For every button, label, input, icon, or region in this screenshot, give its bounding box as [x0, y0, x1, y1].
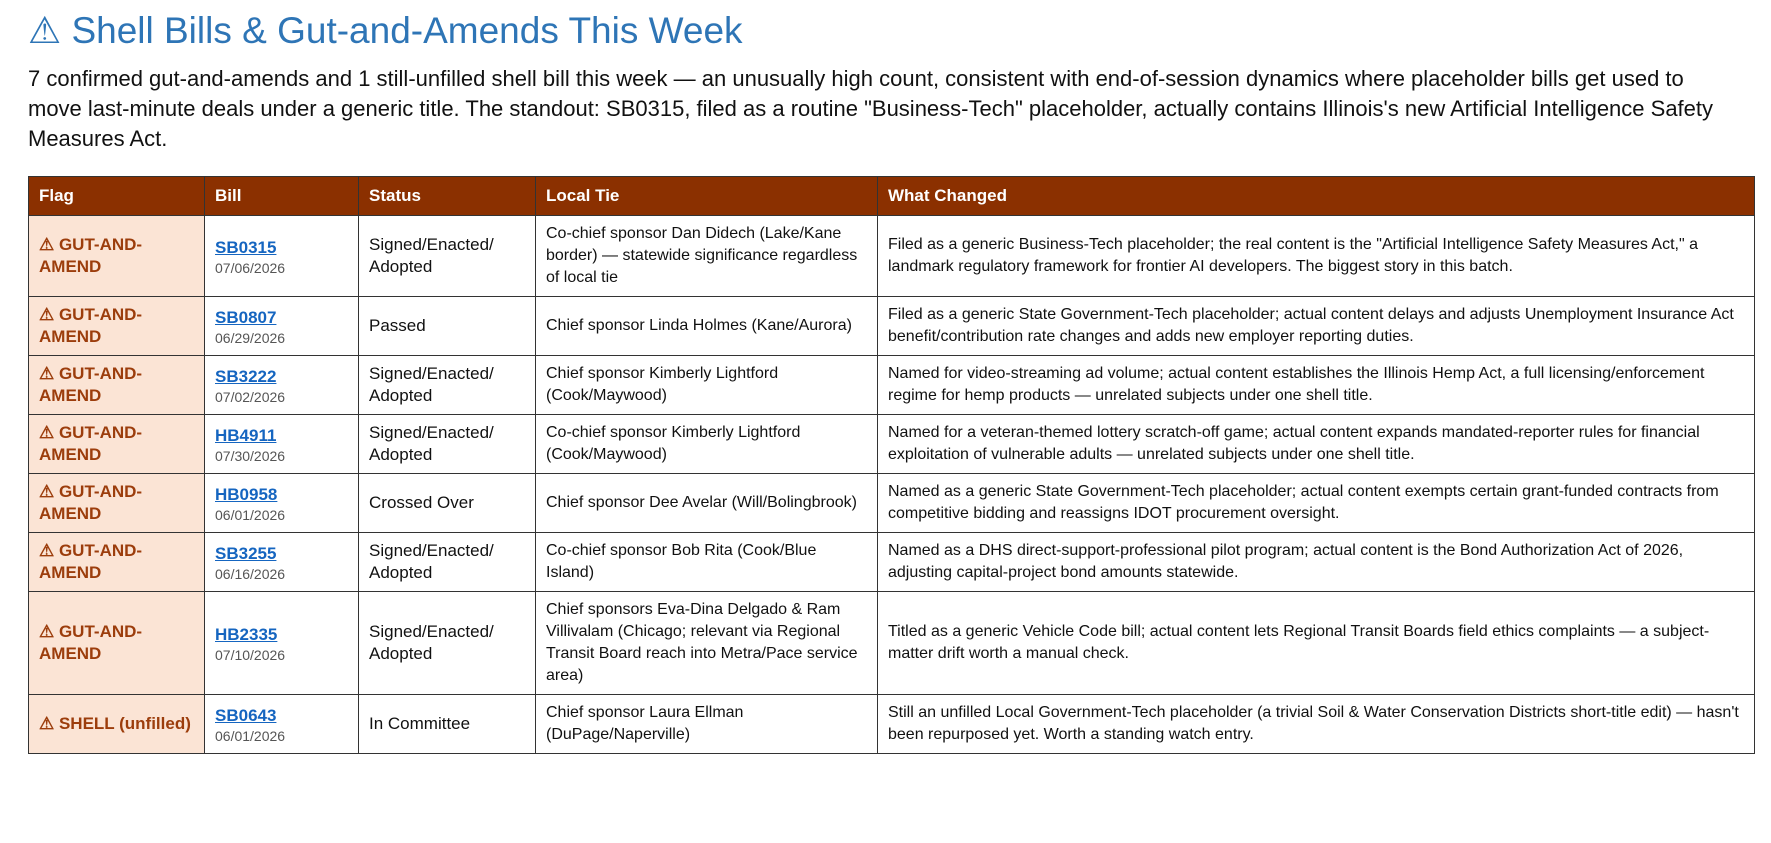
flag: ⚠ GUT-AND-AMEND [28, 473, 205, 533]
what-changed: Named as a generic State Government-Tech… [877, 473, 1755, 533]
local-tie: Co-chief sponsor Kimberly Lightford (Coo… [535, 414, 878, 474]
flag: ⚠ GUT-AND-AMEND [28, 532, 205, 592]
local-tie: Chief sponsor Laura Ellman (DuPage/Naper… [535, 694, 878, 754]
bill-row: ⚠ GUT-AND-AMEND SB0807 06/29/2026 Passed Chi… [28, 296, 1755, 356]
flag: ⚠ GUT-AND-AMEND [28, 414, 205, 474]
what-changed: Titled as a generic Vehicle Code bill; a… [877, 591, 1755, 695]
flag: ⚠ GUT-AND-AMEND [28, 355, 205, 415]
flag: ⚠ GUT-AND-AMEND [28, 591, 205, 695]
bill-link[interactable]: SB0315 [215, 237, 277, 257]
summary: 7 confirmed gut-and-amends and 1 still-u… [28, 66, 1714, 151]
bill-link[interactable]: SB3255 [215, 543, 277, 563]
bill-cell: SB3222 07/02/2026 [204, 355, 359, 415]
local-tie: Co-chief sponsor Bob Rita (Cook/Blue Isl… [535, 532, 878, 592]
bill-row: ⚠ GUT-AND-AMEND HB0958 06/01/2026 Crossed O… [28, 473, 1755, 533]
bill-row: ⚠ SHELL (unfilled) SB0643 06/01/2026 In Com… [28, 694, 1755, 754]
status: Passed [358, 296, 536, 356]
bill-row: ⚠ GUT-AND-AMEND SB0315 07/06/2026 Signed/En… [28, 215, 1755, 297]
bill-cell: SB0807 06/29/2026 [204, 296, 359, 356]
column-header: Flag [28, 176, 205, 216]
flag: ⚠ SHELL (unfilled) [28, 694, 205, 754]
report: ⚠ Shell Bills & Gut-and-Amends This Week… [28, 10, 1755, 754]
bill-link[interactable]: SB0643 [215, 705, 277, 725]
local-tie: Chief sponsor Kimberly Lightford (Cook/M… [535, 355, 878, 415]
status: Signed/Enacted/ Adopted [358, 355, 536, 415]
what-changed: Named as a DHS direct-support-profession… [877, 532, 1755, 592]
bill-date: 07/02/2026 [215, 388, 286, 405]
column-header: Status [358, 176, 536, 216]
bill-date: 07/06/2026 [215, 259, 286, 276]
what-changed: Still an unfilled Local Government-Tech … [877, 694, 1755, 754]
status: In Committee [358, 694, 536, 754]
column-header: Local Tie [535, 176, 878, 216]
bill-cell: SB0315 07/06/2026 [204, 215, 359, 297]
bill-cell: HB2335 07/10/2026 [204, 591, 359, 695]
bill-date: 07/30/2026 [215, 447, 286, 464]
bill-cell: SB3255 06/16/2026 [204, 532, 359, 592]
bills-table: Flag Bill Status Local Tie What Changed ⚠ GU… [28, 176, 1755, 754]
table-body: ⚠ GUT-AND-AMEND SB0315 07/06/2026 Signed/En… [28, 215, 1755, 754]
flag: ⚠ GUT-AND-AMEND [28, 296, 205, 356]
what-changed: Filed as a generic State Government-Tech… [877, 296, 1755, 356]
status: Crossed Over [358, 473, 536, 533]
bill-row: ⚠ GUT-AND-AMEND HB4911 07/30/2026 Signed/En… [28, 414, 1755, 474]
what-changed: Named for a veteran-themed lottery scrat… [877, 414, 1755, 474]
bill-link[interactable]: SB3222 [215, 366, 277, 386]
header-row: Flag Bill Status Local Tie What Changed [28, 176, 1755, 216]
bill-link[interactable]: HB4911 [215, 425, 277, 445]
status: Signed/Enacted/ Adopted [358, 215, 536, 297]
bill-link[interactable]: HB2335 [215, 624, 278, 644]
status: Signed/Enacted/ Adopted [358, 591, 536, 695]
what-changed: Filed as a generic Business-Tech placeho… [877, 215, 1755, 297]
bill-row: ⚠ GUT-AND-AMEND SB3255 06/16/2026 Signed/En… [28, 532, 1755, 592]
bill-date: 07/10/2026 [215, 646, 286, 663]
local-tie: Co-chief sponsor Dan Didech (Lake/Kane b… [535, 215, 878, 297]
local-tie: Chief sponsors Eva-Dina Delgado & Ram Vi… [535, 591, 878, 695]
column-header: Bill [204, 176, 359, 216]
bill-date: 06/01/2026 [215, 727, 286, 744]
status: Signed/Enacted/ Adopted [358, 414, 536, 474]
status: Signed/Enacted/ Adopted [358, 532, 536, 592]
bill-cell: HB4911 07/30/2026 [204, 414, 359, 474]
bill-cell: HB0958 06/01/2026 [204, 473, 359, 533]
bill-date: 06/01/2026 [215, 506, 286, 523]
bill-cell: SB0643 06/01/2026 [204, 694, 359, 754]
what-changed: Named for video-streaming ad volume; act… [877, 355, 1755, 415]
local-tie: Chief sponsor Dee Avelar (Will/Bolingbro… [535, 473, 878, 533]
local-tie: Chief sponsor Linda Holmes (Kane/Aurora) [535, 296, 878, 356]
bill-date: 06/29/2026 [215, 329, 286, 346]
column-header: What Changed [877, 176, 1755, 216]
title: ⚠ Shell Bills & Gut-and-Amends This Week [28, 10, 743, 51]
flag: ⚠ GUT-AND-AMEND [28, 215, 205, 297]
bill-link[interactable]: HB0958 [215, 484, 278, 504]
bill-row: ⚠ GUT-AND-AMEND HB2335 07/10/2026 Signed/En… [28, 591, 1755, 695]
bill-date: 06/16/2026 [215, 565, 286, 582]
bill-link[interactable]: SB0807 [215, 307, 277, 327]
bill-row: ⚠ GUT-AND-AMEND SB3222 07/02/2026 Signed/En… [28, 355, 1755, 415]
